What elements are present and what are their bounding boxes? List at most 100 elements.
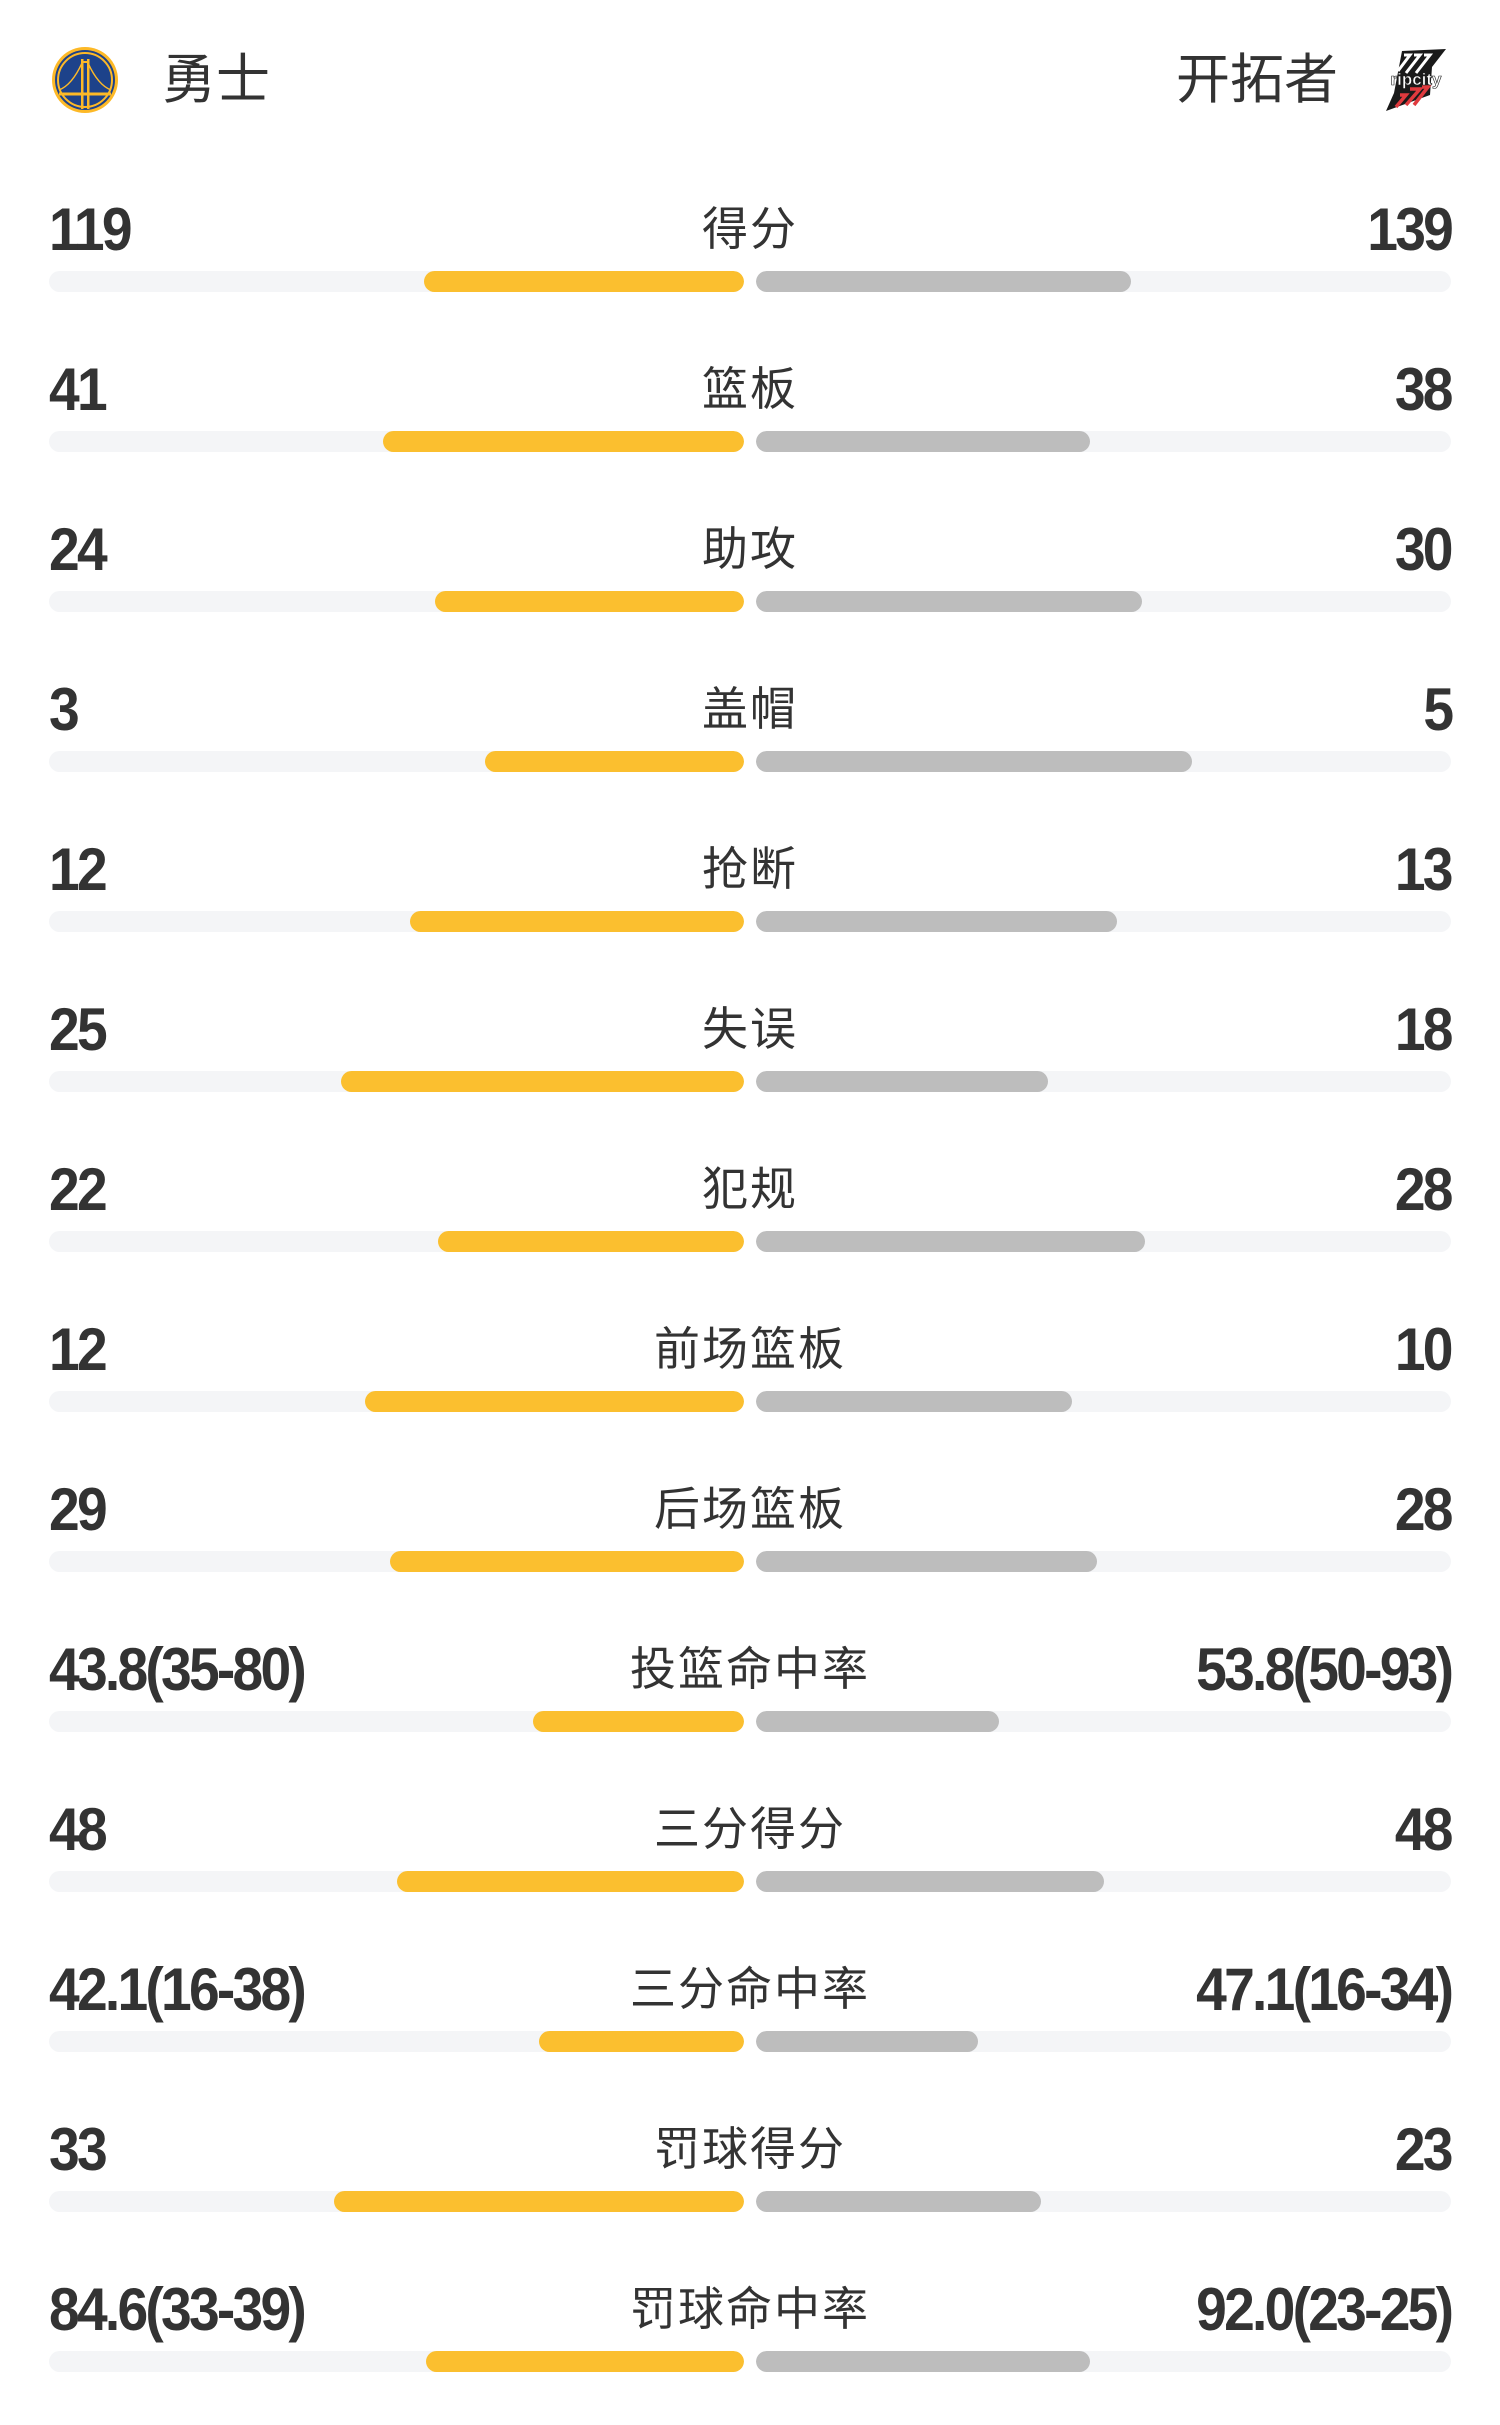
stat-label: 抢断 xyxy=(702,843,798,895)
home-bar-fill xyxy=(410,911,744,932)
stat-label: 罚球命中率 xyxy=(630,2283,870,2335)
home-stat-value: 33 xyxy=(49,2116,108,2183)
away-bar-track xyxy=(756,431,1451,452)
home-bar-fill xyxy=(364,1391,744,1412)
home-bar-fill xyxy=(425,2351,744,2372)
home-bar-track xyxy=(49,2191,744,2212)
away-bar-track xyxy=(756,911,1451,932)
home-bar-fill xyxy=(340,1071,744,1092)
home-stat-value: 29 xyxy=(49,1476,108,1543)
home-bar-track xyxy=(49,2031,744,2052)
stat-label: 罚球得分 xyxy=(654,2123,846,2175)
away-stat-value: 48 xyxy=(1395,1796,1454,1863)
stat-row: 12 前场篮板 10 xyxy=(0,1305,1500,1465)
away-bar-fill xyxy=(756,751,1193,772)
stat-row: 48 三分得分 48 xyxy=(0,1785,1500,1945)
away-bar-fill xyxy=(756,2191,1041,2212)
away-bar-track xyxy=(756,2351,1451,2372)
stat-label: 犯规 xyxy=(702,1163,798,1215)
team-header: 勇士 开拓者 ripcity xyxy=(0,0,1500,160)
stat-row: 22 犯规 28 xyxy=(0,1145,1500,1305)
away-bar-fill xyxy=(756,271,1132,292)
home-bar-track xyxy=(49,2351,744,2372)
stat-row: 25 失误 18 xyxy=(0,985,1500,1145)
away-stat-value: 18 xyxy=(1395,996,1454,1063)
stat-row: 33 罚球得分 23 xyxy=(0,2105,1500,2265)
away-bar-fill xyxy=(756,2031,979,2052)
home-bar-track xyxy=(49,1551,744,1572)
home-stat-value: 3 xyxy=(49,676,80,743)
ripcity-logo-text: ripcity xyxy=(1390,70,1442,89)
home-bar-track xyxy=(49,911,744,932)
away-bar-fill xyxy=(756,1711,1000,1732)
away-stat-value: 47.1(16-34) xyxy=(1195,1956,1454,2023)
stat-row: 41 篮板 38 xyxy=(0,345,1500,505)
home-bar-fill xyxy=(382,431,744,452)
home-bar-track xyxy=(49,431,744,452)
away-bar-track xyxy=(756,1711,1451,1732)
stat-label: 三分命中率 xyxy=(630,1963,870,2015)
stat-label: 失误 xyxy=(702,1003,798,1055)
away-team-name: 开拓者 xyxy=(1176,50,1338,110)
home-bar-track xyxy=(49,271,744,292)
home-stat-value: 12 xyxy=(49,836,108,903)
home-bar-track xyxy=(49,1071,744,1092)
stat-label: 前场篮板 xyxy=(654,1323,846,1375)
away-stat-value: 92.0(23-25) xyxy=(1195,2276,1454,2343)
home-bar-track xyxy=(49,1391,744,1412)
away-stat-value: 10 xyxy=(1395,1316,1454,1383)
away-stat-value: 38 xyxy=(1395,356,1454,423)
away-bar-track xyxy=(756,1231,1451,1252)
home-stat-value: 24 xyxy=(49,516,108,583)
home-bar-track xyxy=(49,1711,744,1732)
away-stat-value: 30 xyxy=(1395,516,1454,583)
away-bar-track xyxy=(756,2191,1451,2212)
home-bar-fill xyxy=(434,591,744,612)
home-bar-fill xyxy=(538,2031,744,2052)
warriors-logo-icon xyxy=(52,47,118,113)
home-stat-value: 43.8(35-80) xyxy=(49,1636,307,1703)
home-bar-fill xyxy=(390,1551,744,1572)
stat-label: 得分 xyxy=(702,203,798,255)
home-stat-value: 84.6(33-39) xyxy=(49,2276,307,2343)
away-bar-fill xyxy=(756,2351,1090,2372)
away-bar-track xyxy=(756,751,1451,772)
away-stat-value: 53.8(50-93) xyxy=(1195,1636,1454,1703)
away-bar-track xyxy=(756,2031,1451,2052)
stat-row: 84.6(33-39) 罚球命中率 92.0(23-25) xyxy=(0,2265,1500,2425)
away-bar-track xyxy=(756,591,1451,612)
away-stat-value: 5 xyxy=(1423,676,1454,743)
stat-row: 24 助攻 30 xyxy=(0,505,1500,665)
away-stat-value: 28 xyxy=(1395,1156,1454,1223)
home-bar-fill xyxy=(424,271,744,292)
home-stat-value: 41 xyxy=(49,356,108,423)
home-stat-value: 48 xyxy=(49,1796,108,1863)
away-stat-value: 28 xyxy=(1395,1476,1454,1543)
home-stat-value: 42.1(16-38) xyxy=(49,1956,307,2023)
away-bar-fill xyxy=(756,591,1142,612)
stat-row: 3 盖帽 5 xyxy=(0,665,1500,825)
home-stat-value: 25 xyxy=(49,996,108,1063)
away-bar-fill xyxy=(756,1231,1146,1252)
stat-label: 后场篮板 xyxy=(654,1483,846,1535)
home-bar-track xyxy=(49,1871,744,1892)
blazers-logo-icon: ripcity xyxy=(1386,49,1446,111)
home-bar-fill xyxy=(485,751,744,772)
away-bar-track xyxy=(756,1871,1451,1892)
away-stat-value: 23 xyxy=(1395,2116,1454,2183)
away-bar-fill xyxy=(756,1551,1098,1572)
home-bar-fill xyxy=(532,1711,744,1732)
away-bar-track xyxy=(756,1391,1451,1412)
stat-label: 投篮命中率 xyxy=(630,1643,870,1695)
away-stat-value: 13 xyxy=(1395,836,1454,903)
home-bar-track xyxy=(49,1231,744,1252)
home-stat-value: 119 xyxy=(49,196,133,263)
away-bar-track xyxy=(756,1071,1451,1092)
stat-label: 盖帽 xyxy=(702,683,798,735)
stat-label: 助攻 xyxy=(702,523,798,575)
away-bar-fill xyxy=(756,1391,1072,1412)
away-bar-track xyxy=(756,1551,1451,1572)
away-bar-fill xyxy=(756,1071,1048,1092)
away-stat-value: 139 xyxy=(1367,196,1454,263)
away-bar-track xyxy=(756,271,1451,292)
